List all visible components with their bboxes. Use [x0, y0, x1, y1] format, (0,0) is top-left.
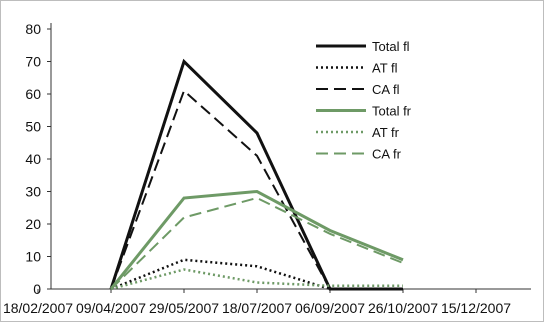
x-tick-label: 26/10/2007 — [368, 300, 438, 316]
legend-item: AT fr — [316, 125, 400, 140]
legend-label: CA fl — [372, 82, 400, 97]
x-tick-label: 18/07/2007 — [222, 300, 292, 316]
x-tick-label: 29/05/2007 — [149, 300, 219, 316]
legend-item: CA fr — [316, 147, 402, 162]
legend-label: AT fl — [372, 61, 398, 76]
y-tick-label: 20 — [25, 216, 41, 232]
series-lines — [109, 58, 404, 291]
legend-item: Total fl — [316, 39, 410, 54]
x-tick-label: 09/04/2007 — [76, 300, 146, 316]
series-line-ca-fl — [110, 89, 403, 290]
y-tick-label: 10 — [25, 249, 41, 265]
x-tick-label: 18/02/2007 — [3, 300, 73, 316]
series-line-total-fl — [109, 58, 403, 291]
y-tick-label: 30 — [25, 184, 41, 200]
axes: 0 10 20 30 40 50 60 70 80 18/02/2007 09/04/2007 29/… — [3, 21, 531, 316]
legend-item: AT fl — [316, 61, 398, 76]
legend-item: Total fr — [316, 104, 412, 119]
legend-label: CA fr — [372, 147, 402, 162]
y-tick-label: 40 — [25, 151, 41, 167]
y-tick-label: 50 — [25, 119, 41, 135]
legend-item: CA fl — [316, 82, 400, 97]
legend-label: AT fr — [372, 125, 400, 140]
legend: Total fl AT fl CA fl Total fr AT fr CA fr — [316, 39, 412, 162]
y-tick-label: 60 — [25, 86, 41, 102]
series-line-at-fr — [110, 268, 403, 291]
legend-label: Total fr — [372, 104, 412, 119]
x-tick-label: 06/09/2007 — [295, 300, 365, 316]
series-line-total-fr — [109, 189, 404, 290]
line-chart: 0 10 20 30 40 50 60 70 80 18/02/2007 09/04/2007 29/… — [3, 21, 531, 316]
y-tick-label: 0 — [33, 281, 41, 297]
series-line-at-fl — [110, 258, 403, 291]
y-tick-label: 70 — [25, 54, 41, 70]
legend-label: Total fl — [372, 39, 410, 54]
x-tick-label: 15/12/2007 — [441, 300, 511, 316]
y-tick-label: 80 — [25, 21, 41, 37]
